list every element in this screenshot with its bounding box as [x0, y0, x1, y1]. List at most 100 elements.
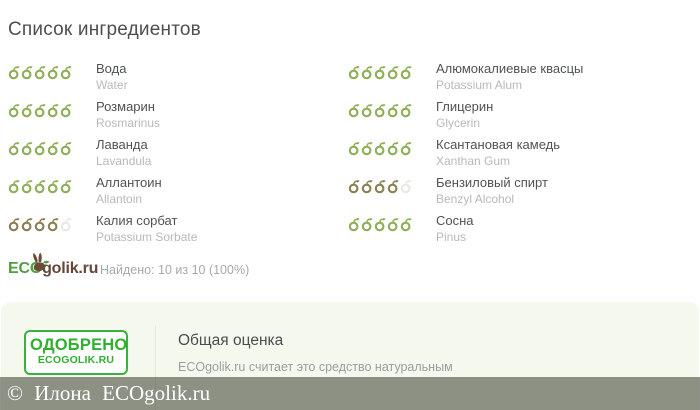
fruit-rating-icon — [60, 103, 72, 118]
fruit-rating-icon — [21, 65, 33, 80]
fruit-rating-icon — [60, 65, 72, 80]
ingredient-row: Сосна Pinus — [348, 213, 696, 252]
fruit-rating-icon — [34, 179, 46, 194]
ingredient-name: Розмарин — [96, 99, 155, 114]
approved-stamp-line1: ОДОБРЕНО — [30, 336, 128, 354]
ingredient-name: Лаванда — [96, 137, 148, 152]
ingredient-rating — [8, 62, 96, 80]
fruit-rating-icon — [400, 65, 412, 80]
ingredient-latin-name: Glycerin — [436, 115, 481, 130]
vertical-divider — [155, 326, 156, 410]
ingredient-name: Калия сорбат — [96, 213, 178, 228]
fruit-rating-icon — [348, 217, 360, 232]
fruit-rating-icon — [21, 179, 33, 194]
ingredient-row: Лаванда Lavandula — [8, 137, 343, 176]
fruit-rating-icon — [374, 141, 386, 156]
fruit-rating-icon — [374, 217, 386, 232]
fruit-rating-icon — [361, 141, 373, 156]
ingredient-names: Калия сорбат Potassium Sorbate — [96, 213, 198, 244]
fruit-rating-icon — [34, 103, 46, 118]
fruit-rating-icon — [21, 217, 33, 232]
ingredient-latin-name: Potassium Alum — [436, 77, 523, 92]
ingredients-column-left: Вода Water Розмарин Rosmarinus Лаванда L… — [8, 61, 343, 252]
fruit-rating-icon — [8, 103, 20, 118]
ingredient-latin-name: Lavandula — [96, 153, 152, 168]
fruit-rating-icon — [8, 217, 20, 232]
fruit-rating-icon — [348, 65, 360, 80]
ingredient-rating — [348, 138, 436, 156]
ingredient-row: Алюмокалиевые квасцы Potassium Alum — [348, 61, 696, 100]
ingredients-column-right: Алюмокалиевые квасцы Potassium Alum Глиц… — [348, 61, 696, 252]
fruit-rating-icon — [361, 217, 373, 232]
ingredient-latin-name: Allantoin — [96, 191, 143, 206]
fruit-rating-icon — [387, 141, 399, 156]
approved-stamp: ОДОБРЕНО ECOGOLIK.RU — [24, 330, 128, 376]
fruit-rating-icon — [348, 141, 360, 156]
ingredient-row: Розмарин Rosmarinus — [8, 99, 343, 138]
ecogolik-logo[interactable]: ECOgolik.ru — [8, 252, 99, 278]
fruit-rating-icon — [374, 65, 386, 80]
fruit-rating-icon — [348, 179, 360, 194]
fruit-rating-icon — [34, 141, 46, 156]
ingredient-latin-name: Pinus — [436, 229, 467, 244]
ingredient-latin-name: Potassium Sorbate — [96, 229, 198, 244]
fruit-rating-icon — [361, 179, 373, 194]
ingredient-latin-name: Benzyl Alcohol — [436, 191, 515, 206]
fruit-rating-icon — [60, 141, 72, 156]
fruit-rating-icon — [348, 103, 360, 118]
approved-stamp-line2: ECOGOLIK.RU — [37, 354, 115, 367]
ingredient-name: Глицерин — [436, 99, 494, 114]
ingredient-name: Аллантоин — [96, 175, 162, 190]
fruit-rating-icon — [361, 103, 373, 118]
fruit-rating-icon — [374, 179, 386, 194]
ingredient-names: Вода Water — [96, 61, 128, 92]
fruit-rating-icon — [47, 217, 59, 232]
copyright-text: © Илона ECOgolik.ru — [7, 381, 211, 405]
ingredient-name: Бензиловый спирт — [436, 175, 548, 190]
fruit-rating-icon — [400, 217, 412, 232]
ingredient-name: Ксантановая камедь — [436, 137, 561, 152]
fruit-rating-icon — [34, 65, 46, 80]
overall-rating-heading: Общая оценка — [178, 332, 284, 349]
ingredient-latin-name: Xanthan Gum — [436, 153, 511, 168]
fruit-rating-icon — [374, 103, 386, 118]
fruit-rating-icon — [47, 141, 59, 156]
fruit-rating-icon — [387, 65, 399, 80]
ingredient-names: Ксантановая камедь Xanthan Gum — [436, 137, 561, 168]
ingredient-name: Сосна — [436, 213, 474, 228]
logo-golik-part: golik.ru — [42, 260, 99, 277]
found-count-text: Найдено: 10 из 10 (100%) — [100, 263, 250, 277]
ingredient-rating — [8, 176, 96, 194]
ingredient-names: Алюмокалиевые квасцы Potassium Alum — [436, 61, 583, 92]
ingredient-rating — [348, 62, 436, 80]
fruit-rating-icon — [60, 217, 72, 232]
ingredient-names: Аллантоин Allantoin — [96, 175, 162, 206]
ingredient-row: Вода Water — [8, 61, 343, 100]
ingredient-row: Аллантоин Allantoin — [8, 175, 343, 214]
ingredient-names: Розмарин Rosmarinus — [96, 99, 161, 130]
logo-eco-part: ECO — [8, 260, 43, 277]
fruit-rating-icon — [387, 179, 399, 194]
ingredient-names: Бензиловый спирт Benzyl Alcohol — [436, 175, 548, 206]
ingredient-rating — [8, 100, 96, 118]
ingredient-name: Вода — [96, 61, 127, 76]
fruit-rating-icon — [400, 141, 412, 156]
ingredient-rating — [348, 176, 436, 194]
fruit-rating-icon — [47, 179, 59, 194]
fruit-rating-icon — [47, 65, 59, 80]
fruit-rating-icon — [60, 179, 72, 194]
ingredient-latin-name: Rosmarinus — [96, 115, 161, 130]
fruit-rating-icon — [8, 65, 20, 80]
fruit-rating-icon — [361, 65, 373, 80]
watermark-bar: © Илона ECOgolik.ru — [0, 377, 700, 410]
fruit-rating-icon — [400, 103, 412, 118]
fruit-rating-icon — [8, 141, 20, 156]
fruit-rating-icon — [21, 103, 33, 118]
ingredient-row: Калия сорбат Potassium Sorbate — [8, 213, 343, 252]
ingredient-row: Ксантановая камедь Xanthan Gum — [348, 137, 696, 176]
ingredient-names: Сосна Pinus — [436, 213, 474, 244]
overall-rating-text: ECOgolik.ru считает это средство натурал… — [178, 360, 453, 374]
fruit-rating-icon — [21, 141, 33, 156]
fruit-rating-icon — [47, 103, 59, 118]
